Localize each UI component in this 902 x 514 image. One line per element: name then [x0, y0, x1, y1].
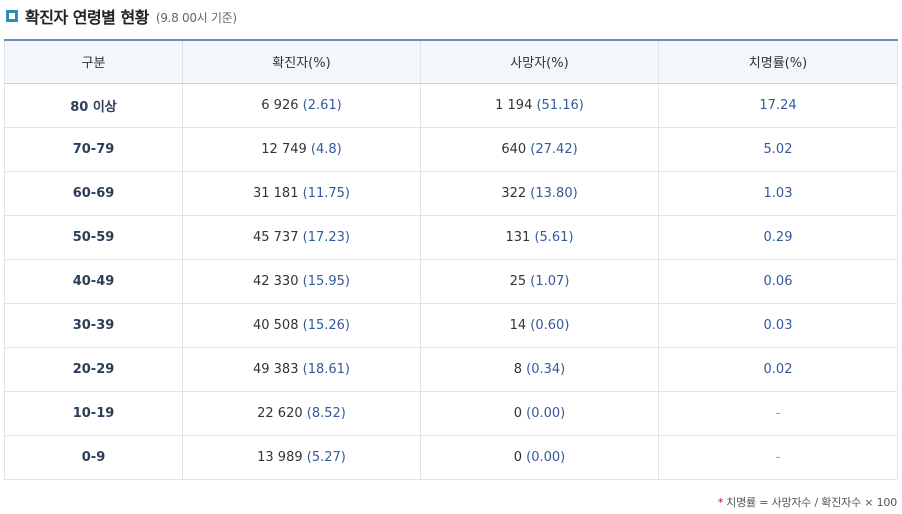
fatality-rate-cell: 0.03: [658, 303, 898, 347]
table-body: 80 이상 6 926 (2.61) 1 194 (51.16) 17.24 70-79…: [4, 83, 898, 479]
footnote-marker: *: [717, 496, 724, 509]
cases-percent: (11.75): [302, 185, 350, 201]
cases-cell: 45 737 (17.23): [182, 215, 421, 259]
deaths-count: 14: [509, 317, 527, 333]
column-header-fatality: 치명률(%): [658, 40, 898, 83]
deaths-percent: (5.61): [534, 229, 574, 245]
table-row: 70-79 12 749 (4.8) 640 (27.42) 5.02: [4, 127, 898, 171]
deaths-percent: (0.34): [526, 361, 566, 377]
cases-count: 31 181: [252, 185, 299, 201]
cases-percent: (15.95): [302, 273, 350, 289]
cases-cell: 49 383 (18.61): [182, 347, 421, 391]
deaths-cell: 322 (13.80): [420, 171, 659, 215]
cases-percent: (8.52): [306, 405, 346, 421]
fatality-rate-cell: -: [658, 435, 898, 479]
table-row: 30-39 40 508 (15.26) 14 (0.60) 0.03: [4, 303, 898, 347]
deaths-count: 25: [509, 273, 527, 289]
age-group-cell: 80 이상: [4, 83, 183, 127]
deaths-cell: 640 (27.42): [420, 127, 659, 171]
fatality-rate-cell: 17.24: [658, 83, 898, 127]
fatality-rate-cell: 1.03: [658, 171, 898, 215]
cases-count: 22 620: [257, 405, 303, 421]
age-group-cell: 10-19: [4, 391, 183, 435]
age-group-cell: 20-29: [4, 347, 183, 391]
fatality-rate-cell: -: [658, 391, 898, 435]
fatality-rate-cell: 0.02: [658, 347, 898, 391]
deaths-count: 322: [501, 185, 527, 201]
cases-percent: (15.26): [302, 317, 350, 333]
age-group-cell: 30-39: [4, 303, 183, 347]
cases-percent: (5.27): [306, 449, 346, 465]
cases-cell: 22 620 (8.52): [182, 391, 421, 435]
deaths-cell: 8 (0.34): [420, 347, 659, 391]
square-bullet-icon: [6, 10, 18, 22]
cases-cell: 31 181 (11.75): [182, 171, 421, 215]
cases-cell: 42 330 (15.95): [182, 259, 421, 303]
cases-count: 12 749: [261, 141, 307, 157]
cases-count: 49 383: [252, 361, 299, 377]
deaths-percent: (0.60): [530, 317, 570, 333]
column-header-deaths: 사망자(%): [420, 40, 659, 83]
fatality-rate-cell: 0.06: [658, 259, 898, 303]
deaths-count: 0: [513, 449, 523, 465]
table-row: 50-59 45 737 (17.23) 131 (5.61) 0.29: [4, 215, 898, 259]
fatality-rate-cell: 5.02: [658, 127, 898, 171]
deaths-percent: (13.80): [530, 185, 578, 201]
deaths-percent: (0.00): [526, 405, 566, 421]
footnote-text: 치명률 = 사망자수 / 확진자수 × 100: [726, 496, 897, 509]
column-header-category: 구분: [4, 40, 183, 83]
cases-cell: 6 926 (2.61): [182, 83, 421, 127]
deaths-cell: 0 (0.00): [420, 435, 659, 479]
table-row: 0-9 13 989 (5.27) 0 (0.00) -: [4, 435, 898, 479]
table-row: 20-29 49 383 (18.61) 8 (0.34) 0.02: [4, 347, 898, 391]
table-row: 60-69 31 181 (11.75) 322 (13.80) 1.03: [4, 171, 898, 215]
deaths-percent: (1.07): [530, 273, 570, 289]
age-group-cell: 0-9: [4, 435, 183, 479]
cases-percent: (2.61): [302, 97, 342, 113]
cases-count: 6 926: [261, 97, 299, 113]
fatality-rate-cell: 0.29: [658, 215, 898, 259]
deaths-count: 0: [513, 405, 523, 421]
cases-percent: (18.61): [302, 361, 350, 377]
section-title: 확진자 연령별 현황: [25, 8, 149, 27]
cases-count: 45 737: [252, 229, 299, 245]
deaths-count: 8: [513, 361, 523, 377]
column-header-cases: 확진자(%): [182, 40, 421, 83]
deaths-count: 1 194: [495, 97, 533, 113]
cases-cell: 12 749 (4.8): [182, 127, 421, 171]
deaths-percent: (27.42): [530, 141, 578, 157]
deaths-cell: 14 (0.60): [420, 303, 659, 347]
footnote: * 치명률 = 사망자수 / 확진자수 × 100: [718, 494, 897, 510]
deaths-percent: (0.00): [526, 449, 566, 465]
table-row: 80 이상 6 926 (2.61) 1 194 (51.16) 17.24: [4, 83, 898, 127]
cases-cell: 13 989 (5.27): [182, 435, 421, 479]
cases-percent: (4.8): [310, 141, 342, 157]
deaths-cell: 0 (0.00): [420, 391, 659, 435]
table-row: 10-19 22 620 (8.52) 0 (0.00) -: [4, 391, 898, 435]
deaths-percent: (51.16): [536, 97, 584, 113]
table-header-row: 구분 확진자(%) 사망자(%) 치명률(%): [4, 40, 898, 83]
deaths-cell: 131 (5.61): [420, 215, 659, 259]
age-group-cell: 70-79: [4, 127, 183, 171]
table-row: 40-49 42 330 (15.95) 25 (1.07) 0.06: [4, 259, 898, 303]
cases-count: 40 508: [252, 317, 299, 333]
deaths-count: 131: [505, 229, 531, 245]
section-subtitle: (9.8 00시 기준): [155, 10, 237, 25]
deaths-cell: 25 (1.07): [420, 259, 659, 303]
cases-cell: 40 508 (15.26): [182, 303, 421, 347]
age-group-cell: 60-69: [4, 171, 183, 215]
age-group-cell: 50-59: [4, 215, 183, 259]
cases-count: 13 989: [257, 449, 303, 465]
deaths-cell: 1 194 (51.16): [420, 83, 659, 127]
age-statistics-table: 구분 확진자(%) 사망자(%) 치명률(%) 80 이상 6 926 (2.61…: [4, 39, 898, 480]
cases-count: 42 330: [252, 273, 299, 289]
cases-percent: (17.23): [302, 229, 350, 245]
section-header: 확진자 연령별 현황 (9.8 00시 기준): [6, 3, 237, 29]
age-group-cell: 40-49: [4, 259, 183, 303]
deaths-count: 640: [501, 141, 527, 157]
